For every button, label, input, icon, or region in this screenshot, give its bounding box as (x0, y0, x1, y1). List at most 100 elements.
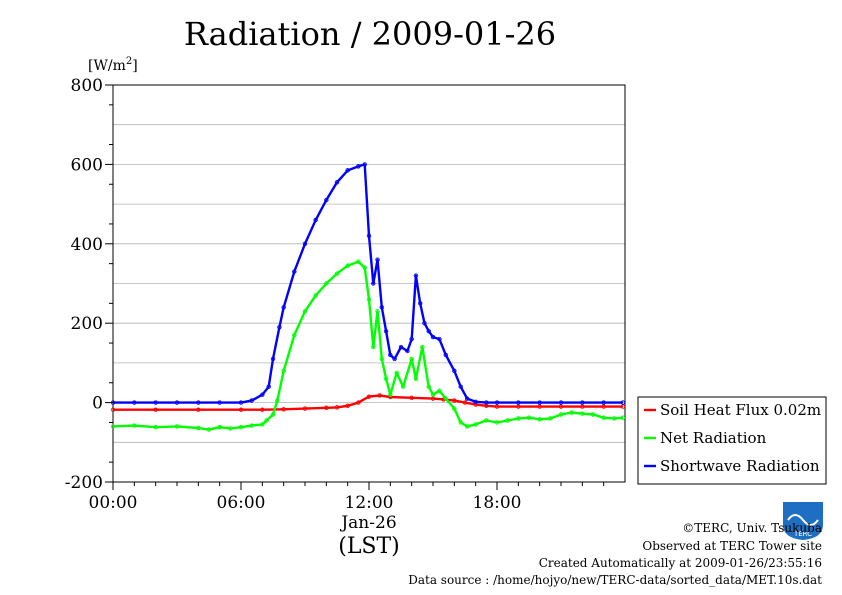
data-point-net-radiation (388, 392, 393, 397)
y-tick-label: 0 (92, 394, 103, 414)
data-point-net-radiation (452, 406, 457, 411)
chart-title: Radiation / 2009-01-26 (184, 15, 556, 53)
legend-label-net-radiation: Net Radiation (660, 429, 767, 447)
data-point-shortwave-radiation (249, 398, 254, 403)
data-point-net-radiation (612, 416, 617, 421)
data-point-shortwave-radiation (238, 400, 244, 405)
x-tick-label: 00:00 (89, 493, 138, 513)
data-point-net-radiation (430, 392, 436, 397)
logo-text: TERC (793, 530, 812, 538)
data-point-net-radiation (590, 412, 596, 417)
data-point-shortwave-radiation (302, 241, 308, 246)
data-point-net-radiation (174, 424, 180, 429)
y-tick-label: 800 (71, 76, 103, 96)
data-point-shortwave-radiation (270, 356, 276, 362)
data-point-shortwave-radiation (110, 400, 116, 405)
data-point-shortwave-radiation (437, 336, 442, 342)
data-point-net-radiation (620, 415, 626, 420)
data-point-shortwave-radiation (392, 356, 397, 362)
data-point-shortwave-radiation (426, 328, 431, 334)
data-point-net-radiation (458, 420, 463, 425)
data-point-shortwave-radiation (379, 305, 384, 310)
data-point-soil-heat-flux-0-02m (452, 398, 457, 403)
data-point-net-radiation (324, 281, 329, 286)
data-point-shortwave-radiation (601, 400, 606, 405)
data-point-net-radiation (426, 384, 431, 389)
data-point-net-radiation (110, 424, 116, 429)
data-point-net-radiation (292, 332, 297, 338)
data-point-shortwave-radiation (418, 301, 423, 306)
data-point-shortwave-radiation (537, 400, 542, 405)
data-point-net-radiation (464, 424, 470, 429)
data-point-net-radiation (537, 417, 542, 422)
data-point-soil-heat-flux-0-02m (462, 400, 468, 405)
x-axis: 00:00 06:00 12:00 18:00 (89, 482, 605, 513)
data-point-shortwave-radiation (494, 400, 500, 405)
y-tick-label: 400 (71, 235, 103, 255)
data-point-net-radiation (383, 376, 389, 381)
data-point-shortwave-radiation (484, 400, 489, 405)
data-point-shortwave-radiation (362, 162, 367, 167)
legend-label-shortwave-radiation: Shortwave Radiation (660, 457, 820, 475)
x-tick-label: 12:00 (345, 493, 394, 513)
y-unit-label: [W/m2] (88, 56, 138, 74)
data-point-soil-heat-flux-0-02m (484, 403, 489, 408)
data-point-shortwave-radiation (281, 305, 286, 310)
data-point-net-radiation (228, 426, 233, 431)
data-point-net-radiation (270, 412, 276, 417)
data-point-shortwave-radiation (366, 233, 372, 239)
data-point-shortwave-radiation (153, 400, 158, 405)
data-point-soil-heat-flux-0-02m (356, 400, 361, 405)
terc-logo: TERC (783, 502, 823, 540)
data-point-soil-heat-flux-0-02m (260, 407, 265, 412)
data-point-net-radiation (548, 416, 553, 421)
y-tick-label: -200 (65, 473, 103, 493)
data-point-net-radiation (413, 376, 419, 381)
data-point-shortwave-radiation (371, 281, 376, 286)
data-point-net-radiation (437, 388, 442, 393)
data-point-net-radiation (260, 422, 265, 427)
data-point-net-radiation (196, 425, 201, 431)
data-point-net-radiation (601, 415, 606, 420)
data-point-soil-heat-flux-0-02m (302, 406, 308, 411)
data-point-shortwave-radiation (516, 400, 521, 405)
data-point-net-radiation (153, 425, 158, 430)
series-line-soil-heat-flux-0-02m (113, 394, 623, 411)
data-point-shortwave-radiation (458, 384, 463, 389)
data-point-shortwave-radiation (388, 352, 393, 358)
data-point-soil-heat-flux-0-02m (409, 395, 414, 401)
data-point-shortwave-radiation (217, 400, 222, 405)
data-point-shortwave-radiation (375, 257, 380, 262)
data-point-shortwave-radiation (356, 164, 361, 169)
data-point-shortwave-radiation (580, 400, 585, 405)
data-point-net-radiation (264, 418, 269, 423)
x-tick-label: 06:00 (217, 493, 266, 513)
data-point-net-radiation (281, 368, 286, 374)
data-point-shortwave-radiation (422, 321, 427, 326)
data-point-net-radiation (132, 423, 137, 428)
data-point-soil-heat-flux-0-02m (196, 407, 201, 412)
data-point-net-radiation (362, 265, 367, 270)
x-tick-label: 18:00 (473, 493, 522, 513)
x-axis-label: (LST) (338, 534, 400, 559)
data-point-shortwave-radiation (334, 180, 340, 185)
data-point-soil-heat-flux-0-02m (334, 405, 340, 410)
data-point-net-radiation (400, 384, 406, 389)
data-point-net-radiation (473, 422, 478, 427)
data-point-soil-heat-flux-0-02m (366, 394, 372, 399)
data-point-shortwave-radiation (405, 348, 410, 354)
data-point-net-radiation (494, 420, 500, 425)
data-point-net-radiation (394, 370, 399, 376)
data-point-net-radiation (275, 398, 280, 403)
data-point-net-radiation (569, 410, 574, 415)
data-point-net-radiation (249, 423, 254, 428)
data-point-shortwave-radiation (292, 269, 297, 274)
series-line-net-radiation (112, 260, 624, 431)
data-point-shortwave-radiation (430, 334, 436, 340)
data-point-shortwave-radiation (266, 384, 271, 389)
legend-box (637, 396, 827, 485)
data-point-shortwave-radiation (413, 273, 419, 278)
data-point-soil-heat-flux-0-02m (153, 407, 158, 412)
credit-site: Observed at TERC Tower site (642, 539, 822, 553)
